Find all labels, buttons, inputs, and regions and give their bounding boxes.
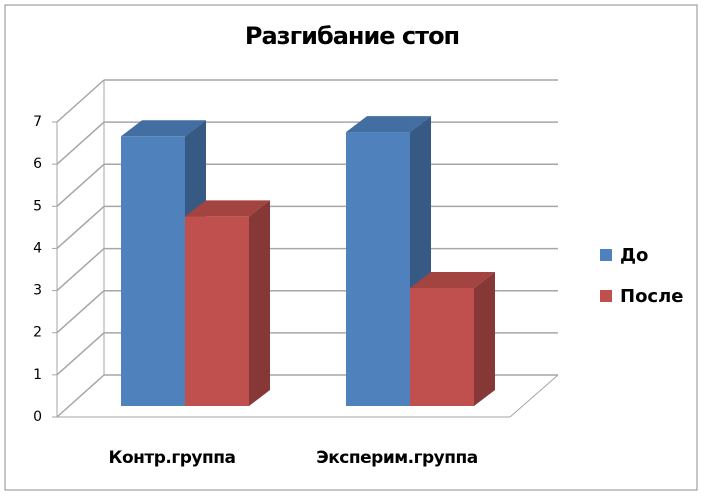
x-tick-label: Контр.группа — [109, 448, 236, 468]
y-tick-label: 4 — [33, 240, 42, 256]
chart-title: Разгибание стоп — [245, 22, 459, 50]
y-tick-label: 0 — [33, 409, 42, 425]
y-tick-label: 2 — [33, 325, 42, 341]
bar-side — [249, 200, 270, 406]
legend-label: После — [620, 286, 684, 307]
bar-front — [185, 216, 249, 406]
bar — [410, 272, 495, 406]
grid-line — [56, 332, 105, 376]
grid-line — [56, 121, 105, 165]
legend-swatch — [600, 249, 612, 261]
grid-line — [56, 205, 105, 249]
legend-swatch — [600, 290, 612, 302]
y-tick-label: 5 — [33, 198, 42, 214]
bar-front — [121, 136, 185, 407]
grid-line — [56, 248, 105, 292]
y-tick-label: 1 — [33, 367, 42, 383]
x-tick-label: Эксперим.группа — [316, 448, 477, 468]
legend-label: До — [620, 245, 648, 266]
bar-top — [410, 272, 495, 288]
floor-line — [509, 374, 559, 418]
bar-top — [121, 120, 206, 137]
bar — [185, 200, 270, 406]
bar-front — [346, 132, 410, 407]
bar-front — [410, 288, 474, 406]
grid-line — [56, 79, 105, 123]
bar-top — [346, 116, 431, 133]
y-tick-label: 3 — [33, 283, 42, 299]
bar-top — [185, 200, 270, 217]
grid-line — [56, 163, 105, 207]
grid-line — [56, 374, 105, 418]
bar-side — [474, 272, 495, 406]
y-tick-label: 6 — [33, 156, 42, 172]
grid-line — [56, 290, 105, 334]
y-tick-label: 7 — [33, 114, 42, 130]
